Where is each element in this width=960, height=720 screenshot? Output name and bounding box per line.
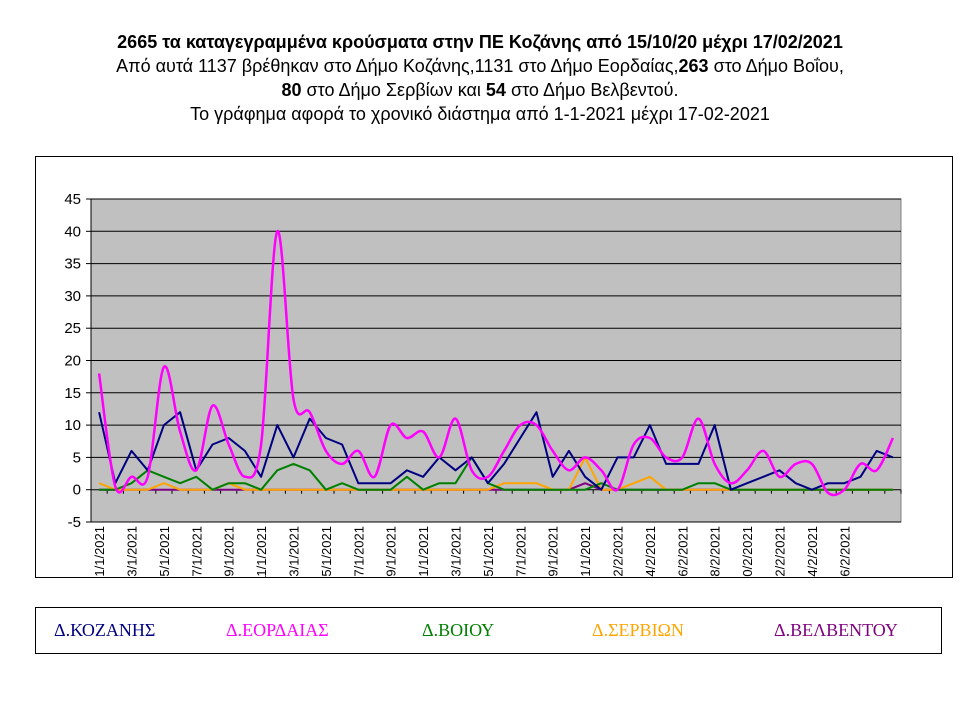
- y-tick-label: 20: [64, 353, 81, 370]
- y-tick-label: -5: [68, 514, 81, 531]
- y-tick-label: 10: [64, 417, 81, 434]
- legend-item-velventou: Δ.ΒΕΛΒΕΝΤΟΥ: [774, 620, 898, 640]
- header-line-4: Το γράφημα αφορά το χρονικό διάστημα από…: [190, 104, 770, 124]
- header-line-3-bold-1: 80: [281, 80, 302, 100]
- x-tick-label: 29/1/2021: [546, 526, 561, 577]
- x-tick-label: 2/2/2021: [611, 526, 626, 577]
- x-tick-label: 13/1/2021: [287, 526, 302, 577]
- x-tick-label: 8/2/2021: [708, 526, 723, 577]
- y-tick-label: 15: [64, 385, 81, 402]
- y-tick-label: 0: [73, 482, 81, 499]
- header-line-3-end: στο Δήμο Βελβεντού.: [505, 80, 679, 100]
- y-tick-label: 5: [73, 449, 81, 466]
- header-line-2-bold: 263: [678, 56, 709, 76]
- chart-header: 2665 τα καταγεγραμμένα κρούσματα στην ΠΕ…: [0, 30, 960, 126]
- x-tick-label: 25/1/2021: [481, 526, 496, 577]
- x-tick-label: 21/1/2021: [416, 526, 431, 577]
- line-chart: -5 0 5 10 15 20 25 30 35 40 45 1/1/2021 3/1/2021 5/1/…: [64, 191, 902, 577]
- series-line-0: [98, 411, 894, 491]
- x-tick-label: 3/1/2021: [125, 526, 140, 577]
- x-tick-label: 14/2/2021: [805, 526, 820, 577]
- x-tick-label: 16/2/2021: [837, 526, 852, 577]
- x-tick-label: 19/1/2021: [384, 526, 399, 577]
- header-line-3-bold-2: 54: [485, 80, 506, 100]
- x-tick-label: 4/2/2021: [643, 526, 658, 577]
- y-tick-label: 35: [64, 256, 81, 273]
- chart-area: -5 0 5 10 15 20 25 30 35 40 45 1/1/2021 3/1/2021 5/1/…: [35, 156, 953, 578]
- header-line-2-end: στο Δήμο Βοΐου,: [708, 56, 844, 76]
- x-tick-label: 17/1/2021: [351, 526, 366, 577]
- x-tick-label: 11/1/2021: [254, 526, 269, 577]
- x-tick-label: 10/2/2021: [740, 526, 755, 577]
- x-tick-label: 15/1/2021: [319, 526, 334, 577]
- legend-item-servion: Δ.ΣΕΡΒΙΩΝ: [592, 620, 684, 640]
- x-tick-label: 23/1/2021: [449, 526, 464, 577]
- header-line-3-mid: στο Δήμο Σερβίων και: [301, 80, 486, 100]
- x-tick-label: 12/2/2021: [773, 526, 788, 577]
- x-tick-label: 27/1/2021: [513, 526, 528, 577]
- x-tick-label: 7/1/2021: [189, 526, 204, 577]
- x-tick-label: 5/1/2021: [157, 526, 172, 577]
- header-line-1: 2665 τα καταγεγραμμένα κρούσματα στην ΠΕ…: [117, 32, 843, 52]
- legend-item-eordaias: Δ.ΕΟΡΔΑΙΑΣ: [226, 620, 329, 640]
- legend: Δ.ΚΟΖΑΝΗΣ Δ.ΕΟΡΔΑΙΑΣ Δ.ΒΟΙΟΥ Δ.ΣΕΡΒΙΩΝ Δ…: [35, 607, 942, 654]
- series-line-2: [99, 456, 893, 491]
- y-tick-label: 30: [64, 288, 81, 305]
- legend-item-voiou: Δ.ΒΟΙΟΥ: [422, 620, 495, 640]
- series-line-1: [97, 230, 895, 497]
- x-tick-label: 31/1/2021: [578, 526, 593, 577]
- y-tick-label: 40: [64, 223, 81, 240]
- header-line-2-text: Από αυτά 1137 βρέθηκαν στο Δήμο Κοζάνης,…: [116, 56, 679, 76]
- x-tick-label: 6/2/2021: [675, 526, 690, 577]
- legend-item-kozanis: Δ.ΚΟΖΑΝΗΣ: [54, 620, 156, 640]
- y-tick-label: 25: [64, 320, 81, 337]
- header-line-3: 80 στο Δήμο Σερβίων και 54 στο Δήμο Βελβ…: [0, 78, 960, 102]
- y-tick-label: 45: [64, 191, 81, 208]
- x-tick-label: 9/1/2021: [222, 526, 237, 577]
- header-line-2: Από αυτά 1137 βρέθηκαν στο Δήμο Κοζάνης,…: [0, 54, 960, 78]
- x-tick-label: 1/1/2021: [92, 526, 107, 577]
